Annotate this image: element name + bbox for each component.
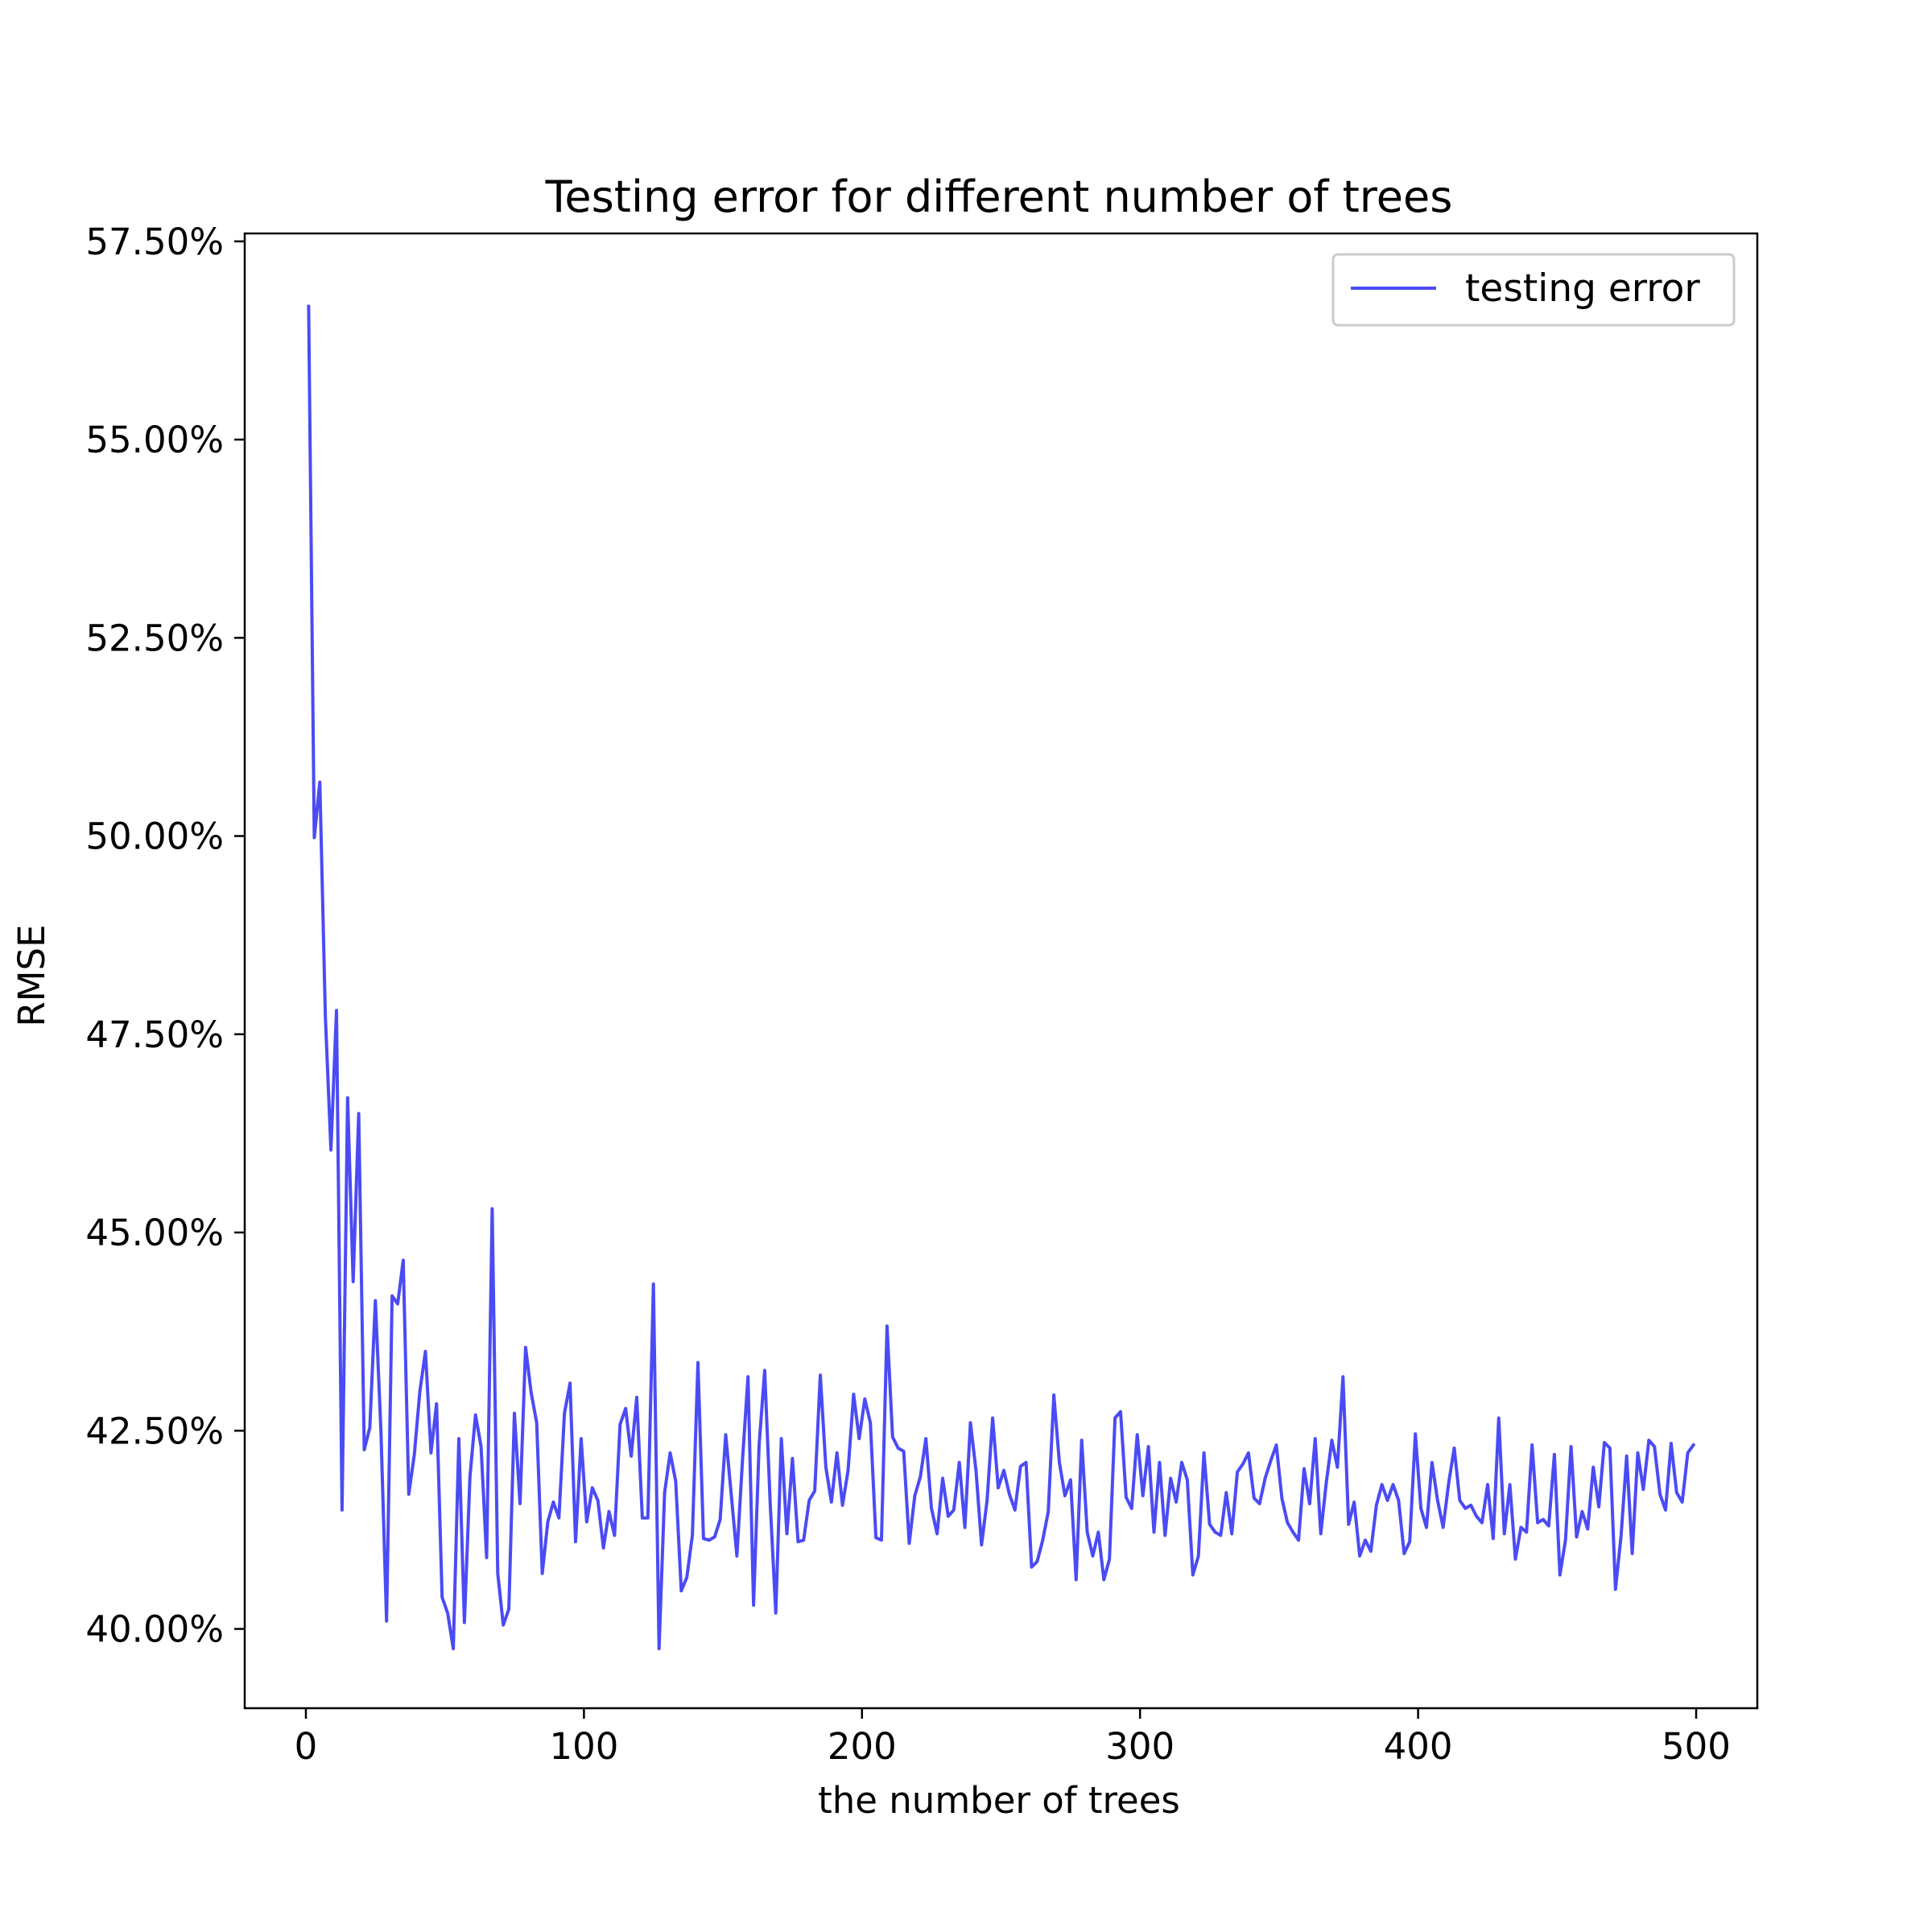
chart-title: Testing error for different number of tr… [545,171,1453,222]
series-line-0 [307,304,1696,1651]
legend-label: testing error [1465,266,1700,311]
y-tick-label: 50.00% [85,815,224,858]
x-axis: 0 100 200 300 400 500 [295,1708,1731,1768]
x-tick-label: 500 [1662,1725,1731,1768]
axes-frame [243,232,1759,1710]
y-tick-label: 45.00% [85,1212,224,1254]
y-tick-label: 40.00% [85,1608,224,1651]
y-tick-label: 55.00% [85,419,224,461]
y-axis-label: RMSE [10,924,53,1026]
y-tick-label: 42.50% [85,1410,224,1452]
plot-area [243,232,1759,1710]
y-tick-label: 52.50% [85,617,224,659]
y-tick-label: 47.50% [85,1013,224,1056]
legend-frame [1331,253,1736,327]
x-tick-label: 0 [295,1725,318,1768]
y-axis: 40.00% 42.50% 45.00% 47.50% 50.00% 52.50% 55.0… [85,221,245,1651]
x-tick-label: 400 [1384,1725,1453,1768]
x-tick-label: 100 [549,1725,618,1768]
x-tick-label: 200 [828,1725,897,1768]
y-tick-label: 57.50% [85,221,224,263]
x-axis-label: the number of trees [818,1779,1180,1822]
legend: testing error [1331,253,1736,327]
x-tick-label: 300 [1105,1725,1174,1768]
